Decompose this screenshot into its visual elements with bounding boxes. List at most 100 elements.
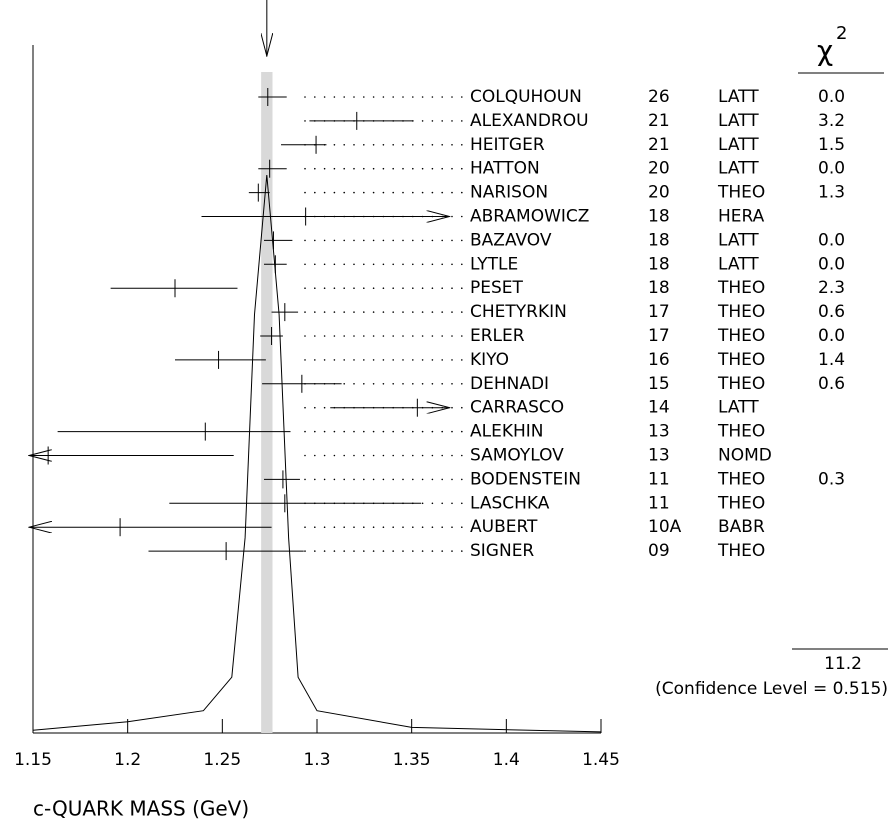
dot-leader bbox=[343, 96, 346, 98]
dot-leader bbox=[314, 406, 316, 409]
chi2-value: 0.0 bbox=[818, 87, 845, 107]
dot-leader bbox=[304, 335, 306, 337]
dot-leader bbox=[363, 311, 365, 313]
dot-leader bbox=[451, 120, 453, 122]
measurement-name: CARRASCO bbox=[470, 398, 564, 418]
dot-leader bbox=[382, 359, 385, 361]
dot-leader bbox=[372, 263, 375, 266]
dot-leader bbox=[363, 359, 365, 361]
dot-leader bbox=[402, 311, 404, 313]
dot-leader bbox=[304, 311, 306, 313]
dot-leader bbox=[372, 335, 375, 337]
dot-leader bbox=[431, 287, 434, 290]
dot-leader bbox=[451, 502, 453, 505]
dot-leader bbox=[441, 191, 444, 194]
measurement-technique: THEO bbox=[717, 183, 765, 203]
dot-leader bbox=[392, 239, 395, 242]
measurement-name: LYTLE bbox=[470, 254, 518, 274]
dot-leader bbox=[333, 550, 336, 552]
dot-leader bbox=[343, 239, 346, 242]
dot-leader bbox=[304, 550, 306, 552]
dot-leader bbox=[402, 144, 404, 146]
dot-leader bbox=[412, 550, 414, 552]
dot-leader bbox=[333, 144, 336, 146]
dot-leader bbox=[363, 550, 365, 552]
dot-leader bbox=[353, 383, 355, 385]
dot-leader bbox=[392, 167, 395, 170]
dot-leader bbox=[333, 239, 336, 242]
dot-leader bbox=[412, 526, 414, 528]
measurement-name: HATTON bbox=[470, 159, 540, 179]
dot-leader bbox=[372, 359, 375, 361]
dot-leader bbox=[323, 359, 326, 361]
dot-leader bbox=[421, 383, 424, 385]
dot-leader bbox=[431, 454, 434, 457]
dot-leader bbox=[333, 526, 336, 528]
dot-leader bbox=[421, 478, 424, 481]
dot-leader bbox=[441, 478, 444, 481]
dot-leader bbox=[421, 311, 424, 313]
dot-leader bbox=[363, 454, 365, 457]
measurement-name: DEHNADI bbox=[470, 374, 549, 394]
dot-leader bbox=[353, 478, 355, 481]
dot-leader bbox=[421, 287, 424, 290]
dot-leader bbox=[382, 144, 385, 146]
measurement-year: 26 bbox=[648, 87, 670, 107]
dot-leader bbox=[441, 96, 444, 98]
dot-leader bbox=[372, 239, 375, 242]
measurement-name: SAMOYLOV bbox=[470, 446, 564, 466]
dot-leader bbox=[323, 478, 326, 481]
chi2-value: 0.6 bbox=[818, 374, 845, 394]
dot-leader bbox=[402, 239, 404, 242]
dot-leader bbox=[421, 144, 424, 146]
dot-leader bbox=[363, 335, 365, 337]
dot-leader bbox=[323, 335, 326, 337]
dot-leader bbox=[421, 239, 424, 242]
dot-leader bbox=[412, 359, 414, 361]
dot-leader bbox=[392, 359, 395, 361]
dot-leader bbox=[431, 430, 434, 433]
dot-leader bbox=[441, 430, 444, 433]
measurement-name: ABRAMOWICZ bbox=[470, 207, 589, 227]
chi2-header: χ bbox=[817, 34, 833, 67]
dot-leader bbox=[451, 96, 453, 98]
dot-leader bbox=[441, 311, 444, 313]
measurement-technique: THEO bbox=[717, 278, 765, 298]
dot-leader bbox=[431, 478, 434, 481]
measurement-year: 18 bbox=[648, 254, 670, 274]
dot-leader bbox=[314, 287, 316, 290]
dot-leader bbox=[392, 454, 395, 457]
dot-leader bbox=[363, 96, 365, 98]
measurement-year: 21 bbox=[648, 111, 670, 131]
dot-leader bbox=[372, 191, 375, 194]
dot-leader bbox=[314, 191, 316, 194]
measurement-year: 21 bbox=[648, 135, 670, 155]
dot-leader bbox=[372, 550, 375, 552]
dot-leader bbox=[343, 359, 346, 361]
dot-leader bbox=[372, 287, 375, 290]
dot-leader bbox=[431, 550, 434, 552]
dot-leader bbox=[461, 383, 463, 385]
dot-leader bbox=[382, 550, 385, 552]
dot-leader bbox=[314, 359, 316, 361]
dot-leader bbox=[392, 96, 395, 98]
measurement-year: 20 bbox=[648, 183, 670, 203]
dot-leader bbox=[402, 526, 404, 528]
dot-leader bbox=[353, 311, 355, 313]
dot-leader bbox=[441, 359, 444, 361]
x-tick-label: 1.2 bbox=[114, 750, 141, 770]
dot-leader bbox=[451, 430, 453, 433]
dot-leader bbox=[402, 430, 404, 433]
measurement-year: 20 bbox=[648, 159, 670, 179]
dot-leader bbox=[431, 502, 434, 505]
dot-leader bbox=[323, 454, 326, 457]
measurement-year: 18 bbox=[648, 230, 670, 250]
dot-leader bbox=[363, 478, 365, 481]
dot-leader bbox=[402, 478, 404, 481]
dot-leader bbox=[304, 406, 306, 409]
measurement-technique: LATT bbox=[718, 159, 759, 179]
dot-leader bbox=[304, 478, 306, 481]
dot-leader bbox=[412, 335, 414, 337]
dot-leader bbox=[451, 287, 453, 290]
